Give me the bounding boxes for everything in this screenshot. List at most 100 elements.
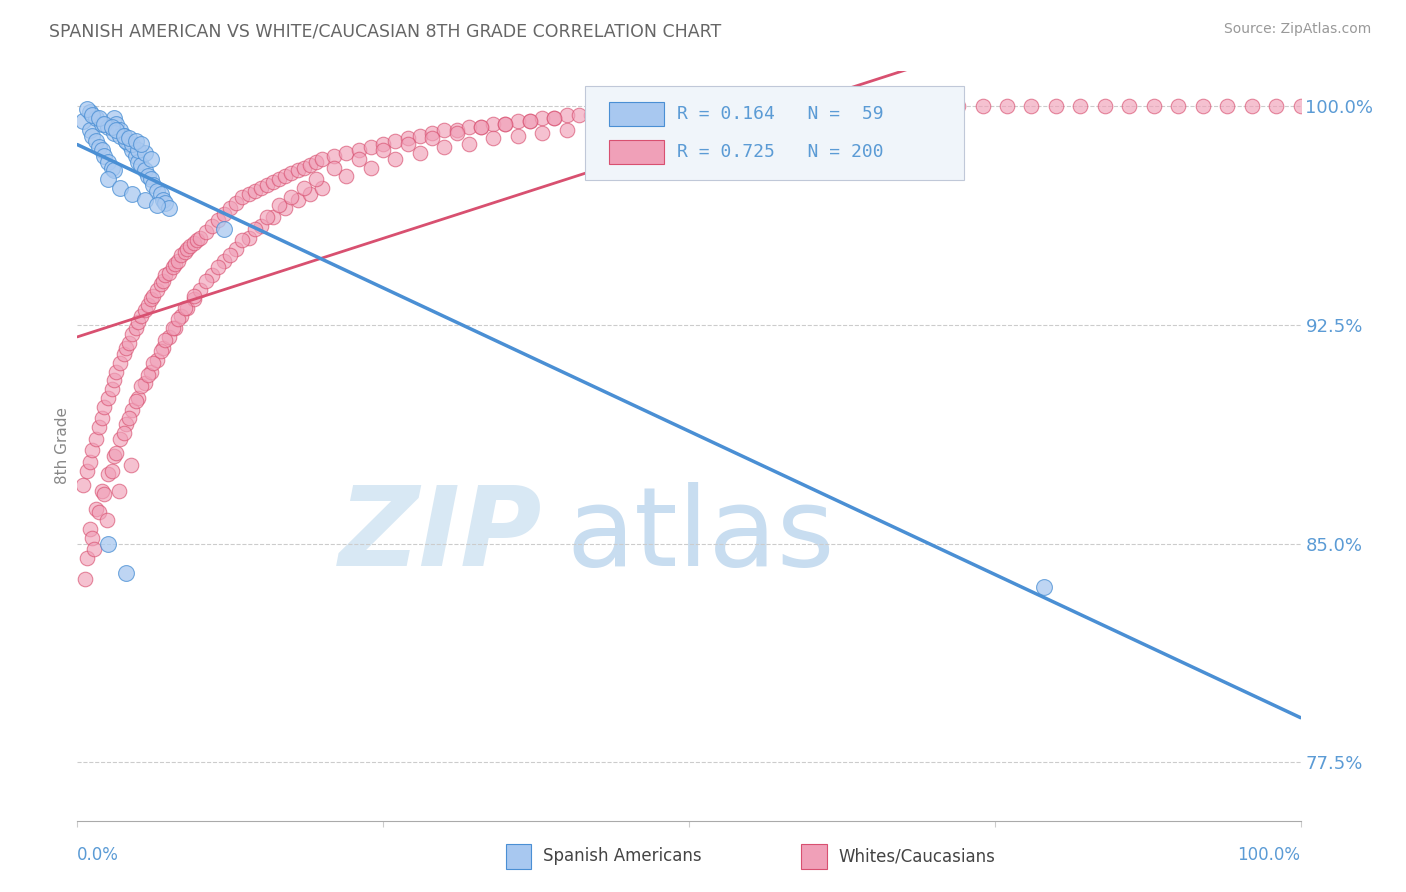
Point [142,178,165,192]
Point [115,342,138,356]
Point [555,108,578,122]
Point [262,210,284,224]
Point [120,458,142,472]
Point [142,356,165,370]
Point [105,117,128,131]
Point [166,312,188,326]
Point [183,292,205,306]
Point [727,102,749,116]
Point [188,283,211,297]
Point [298,158,321,172]
Point [371,143,394,157]
Point [298,186,321,201]
Point [121,186,143,201]
Point [231,234,253,248]
Point [188,230,211,244]
Text: R = 0.725   N = 200: R = 0.725 N = 200 [676,143,883,161]
Point [100,161,122,175]
Point [186,234,208,248]
Point [740,99,762,113]
Point [225,195,247,210]
Point [152,193,174,207]
Point [129,379,152,393]
Point [269,198,291,212]
Point [323,161,346,175]
Point [972,99,994,113]
Point [347,152,370,166]
Point [155,333,177,347]
Point [409,128,432,143]
Point [112,128,135,143]
Point [129,158,152,172]
Text: 0.0%: 0.0% [77,846,120,863]
Y-axis label: 8th Grade: 8th Grade [55,408,70,484]
Point [179,239,201,253]
Point [149,186,172,201]
Point [83,542,105,557]
Point [446,122,468,136]
Point [80,128,103,143]
Point [1265,99,1288,113]
Point [457,120,479,134]
Point [641,105,664,120]
Point [162,260,184,274]
Point [176,301,198,315]
Point [243,184,266,198]
Point [97,536,120,550]
Point [118,131,141,145]
Point [90,411,112,425]
Point [922,99,945,113]
Point [1191,99,1213,113]
Point [824,99,846,113]
Point [1289,99,1312,113]
Point [946,99,969,113]
Point [165,257,187,271]
Point [995,99,1018,113]
Point [1021,99,1043,113]
Point [225,242,247,256]
Point [93,149,115,163]
Point [134,193,156,207]
Point [149,344,172,359]
Point [76,551,98,566]
Point [129,137,152,152]
Point [155,268,177,283]
Point [108,128,131,143]
Point [420,126,443,140]
Point [898,99,921,113]
Point [714,102,737,116]
Text: R = 0.164   N =  59: R = 0.164 N = 59 [676,105,883,123]
Point [115,134,138,148]
Point [446,126,468,140]
Point [280,166,302,180]
Point [157,266,180,280]
Point [155,195,177,210]
Point [384,152,406,166]
Point [76,464,98,478]
Point [371,137,394,152]
Point [470,120,492,134]
Point [628,105,651,120]
Point [678,105,700,120]
Point [90,143,112,157]
Point [142,289,165,303]
Point [201,268,224,283]
Point [482,117,505,131]
Point [80,531,103,545]
Point [420,131,443,145]
Point [118,411,141,425]
Point [201,219,224,233]
Point [97,467,120,481]
Point [482,131,505,145]
Point [72,114,94,128]
Point [112,425,135,440]
Point [127,154,149,169]
Point [139,365,162,379]
Point [323,149,346,163]
Point [72,478,94,492]
Point [146,283,169,297]
Point [170,310,193,324]
Point [149,277,172,292]
Point [90,484,112,499]
Point [219,248,242,262]
